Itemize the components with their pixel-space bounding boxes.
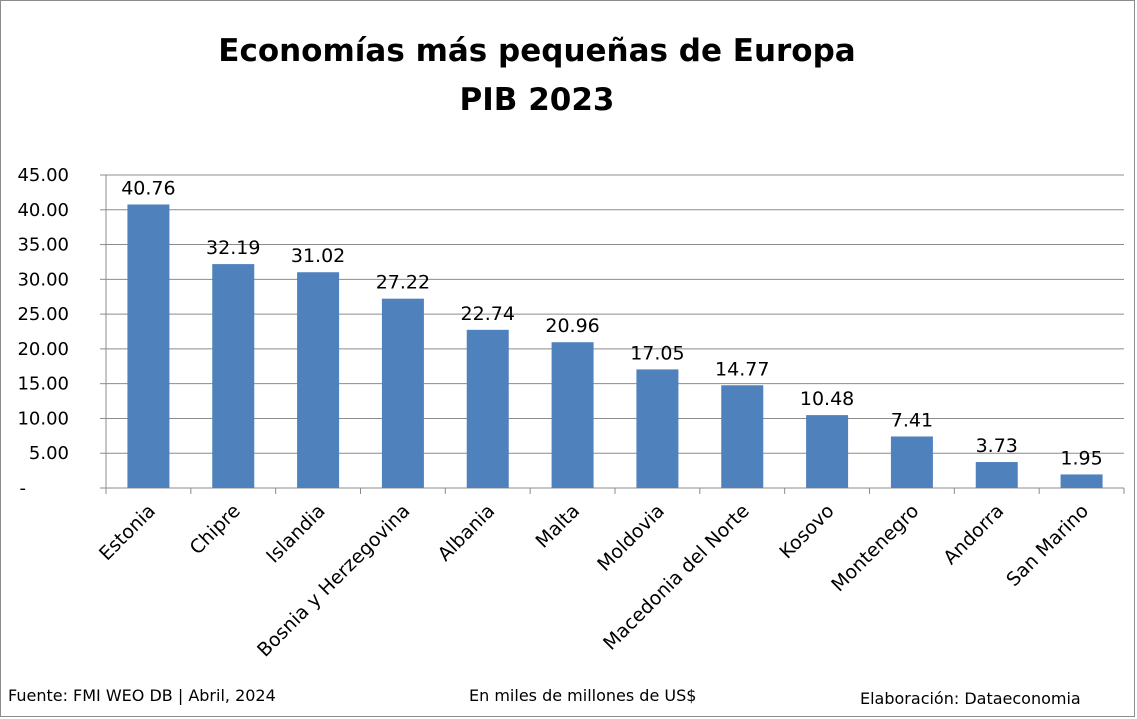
value-label: 7.41 <box>891 409 933 431</box>
bar <box>721 385 764 488</box>
y-tick-label: 20.00 <box>17 339 69 360</box>
bar <box>890 436 933 488</box>
y-tick-label: 5.00 <box>29 443 69 464</box>
y-tick-label: 25.00 <box>17 304 69 325</box>
value-label: 32.19 <box>206 237 260 259</box>
value-labels: 40.76 32.19 31.02 27.22 22.74 20.96 17.05 14.77… <box>121 177 1103 469</box>
x-tick-label: Andorra <box>939 500 1008 569</box>
x-tick-label: Macedonia del Norte <box>599 500 754 655</box>
gridlines <box>100 174 1125 494</box>
value-label: 20.96 <box>545 315 599 337</box>
x-tick-label: Chipre <box>186 500 245 559</box>
y-tick-label: 35.00 <box>17 235 69 256</box>
bar <box>975 462 1018 488</box>
x-tick-label: Moldovia <box>593 500 669 576</box>
bar <box>381 298 424 488</box>
value-label: 1.95 <box>1060 447 1102 469</box>
x-tick-label: Montenegro <box>827 500 923 596</box>
y-tick-label: 30.00 <box>17 269 69 290</box>
bar <box>806 415 849 488</box>
bar <box>636 369 679 488</box>
value-label: 22.74 <box>461 303 515 325</box>
chart-subtitle: PIB 2023 <box>459 82 615 118</box>
credit-note: Elaboración: Dataeconomia <box>860 689 1081 708</box>
x-tick-label: Malta <box>531 500 584 553</box>
value-label: 10.48 <box>800 388 854 410</box>
x-tick-label: San Marino <box>1002 500 1093 591</box>
y-tick-label: 10.00 <box>17 408 69 429</box>
bars <box>127 204 1103 488</box>
value-label: 31.02 <box>291 245 345 267</box>
x-tick-label: Kosovo <box>775 500 838 563</box>
value-label: 17.05 <box>630 342 684 364</box>
unit-note: En miles de millones de US$ <box>469 686 697 705</box>
y-tick-label: 45.00 <box>17 165 69 186</box>
value-label: 14.77 <box>715 358 769 380</box>
y-axis-ticks: -5.00 10.00 15.00 20.00 25.00 30.00 35.00 40.00… <box>17 165 69 499</box>
chart-title: Economías más pequeñas de Europa <box>218 33 856 69</box>
source-note: Fuente: FMI WEO DB | Abril, 2024 <box>8 686 276 705</box>
bar <box>551 342 594 488</box>
bar <box>1060 474 1103 488</box>
bar <box>297 272 340 488</box>
bar <box>466 329 509 488</box>
value-label: 27.22 <box>376 272 430 294</box>
value-label: 40.76 <box>121 177 175 199</box>
y-tick-label: 15.00 <box>17 374 69 395</box>
bar <box>212 264 255 488</box>
x-tick-label: Estonia <box>95 500 160 565</box>
x-tick-label: Islandia <box>262 500 329 567</box>
value-label: 3.73 <box>976 435 1018 457</box>
x-tick-label: Albania <box>434 500 500 566</box>
x-tick-label: Bosnia y Herzegovina <box>253 500 414 661</box>
bar <box>127 204 170 488</box>
y-tick-label: - <box>20 478 27 499</box>
y-tick-label: 40.00 <box>17 200 69 221</box>
